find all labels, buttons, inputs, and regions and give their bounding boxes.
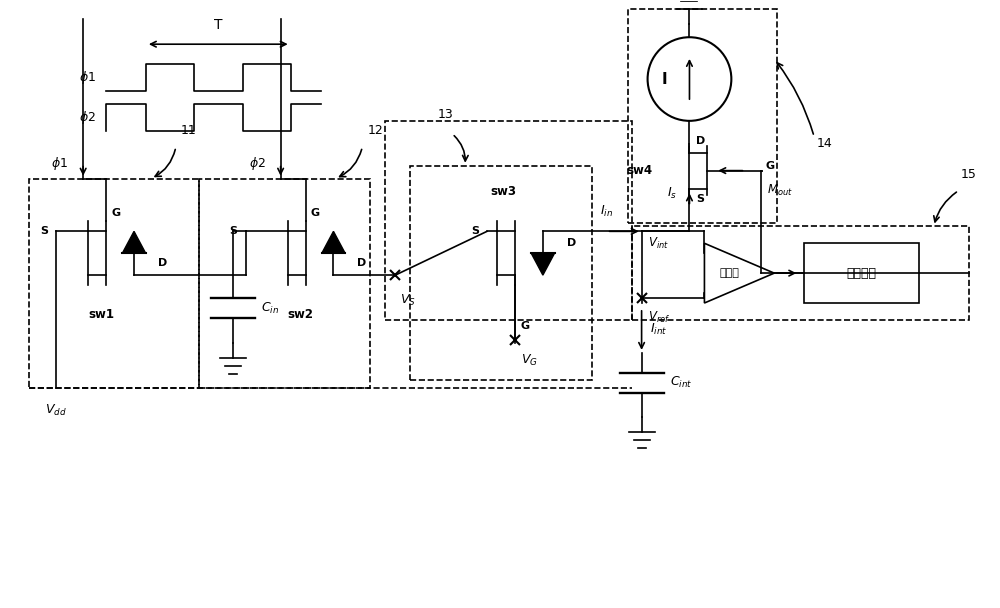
Text: G: G (311, 209, 320, 218)
Text: $I_s$: $I_s$ (667, 187, 678, 201)
Text: sw4: sw4 (627, 164, 653, 177)
Text: D: D (357, 258, 367, 268)
Text: $V_{dd}$: $V_{dd}$ (45, 402, 67, 418)
Text: sw1: sw1 (88, 308, 114, 322)
Text: S: S (40, 226, 48, 237)
Bar (410, 165, 592, 379)
Text: 15: 15 (961, 168, 977, 181)
Text: $\phi$1: $\phi$1 (79, 69, 96, 86)
Text: $C_{in}$: $C_{in}$ (261, 300, 279, 316)
Polygon shape (531, 254, 555, 275)
Bar (632, 226, 969, 320)
Text: G: G (765, 161, 774, 171)
Text: $\phi$1: $\phi$1 (51, 155, 68, 172)
Text: sw3: sw3 (490, 185, 516, 198)
Text: $I_{in}$: $I_{in}$ (600, 204, 613, 219)
Bar (628, 9, 777, 223)
Text: T: T (214, 18, 223, 32)
Text: 13: 13 (437, 108, 453, 121)
Text: $\phi$2: $\phi$2 (79, 109, 96, 126)
Text: S: S (696, 193, 704, 204)
Polygon shape (322, 231, 345, 254)
Text: $\phi$2: $\phi$2 (249, 155, 266, 172)
Text: 11: 11 (181, 124, 197, 137)
Text: D: D (696, 136, 706, 146)
Text: S: S (471, 226, 479, 237)
Text: 14: 14 (817, 137, 833, 150)
Text: S: S (230, 226, 238, 237)
Polygon shape (122, 231, 146, 254)
Text: 比较器: 比较器 (719, 268, 739, 278)
Text: 12: 12 (367, 124, 383, 137)
Text: $V_G$: $V_G$ (521, 353, 538, 368)
Text: D: D (567, 238, 576, 248)
Text: $V_{int}$: $V_{int}$ (648, 237, 669, 252)
Text: $V_{ref}$: $V_{ref}$ (648, 310, 670, 325)
Text: $C_{int}$: $C_{int}$ (670, 375, 692, 390)
Text: G: G (111, 209, 120, 218)
Text: I: I (662, 72, 667, 86)
Text: 滤波电路: 滤波电路 (846, 267, 876, 280)
Bar (385, 121, 632, 320)
Text: $I_{int}$: $I_{int}$ (650, 322, 667, 337)
Bar (804, 243, 919, 303)
Text: $M_{out}$: $M_{out}$ (767, 182, 793, 198)
Text: $V_S$: $V_S$ (400, 293, 416, 308)
Text: G: G (521, 321, 530, 331)
Text: sw2: sw2 (288, 308, 314, 322)
Text: D: D (158, 258, 167, 268)
Bar (199, 179, 370, 388)
Bar (29, 179, 199, 388)
